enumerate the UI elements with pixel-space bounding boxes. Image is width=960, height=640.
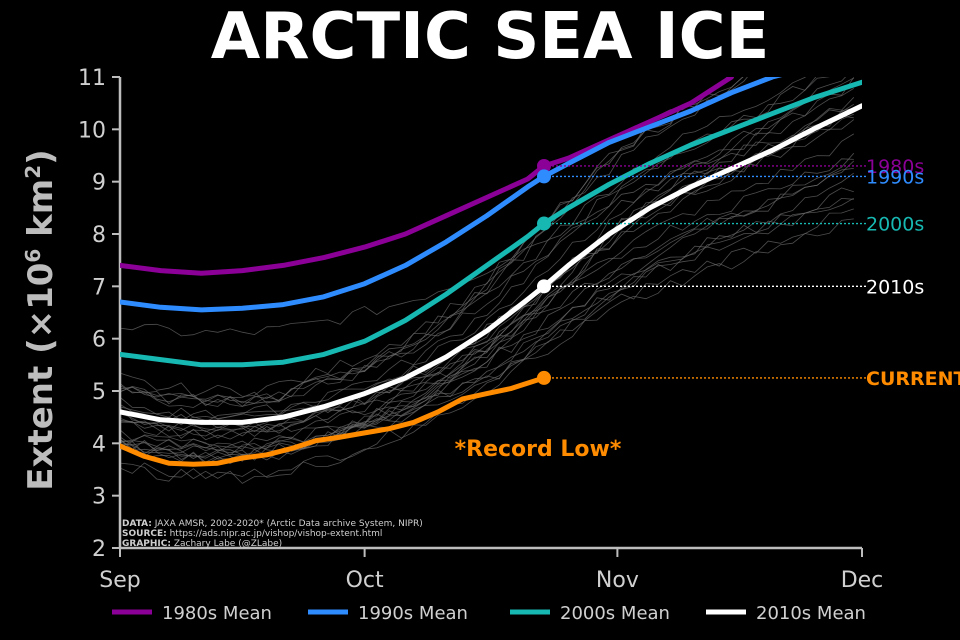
legend-label: 1980s Mean: [162, 603, 272, 624]
chart-title: ARCTIC SEA ICE: [211, 0, 770, 74]
yearly-line: [120, 115, 854, 337]
legend-label: 1990s Mean: [358, 603, 468, 624]
yearly-line: [120, 152, 855, 479]
credit-source: SOURCE: https://ads.nipr.ac.jp/vishop/vi…: [122, 529, 382, 539]
yearly-line: [120, 119, 855, 424]
legend-label: 2000s Mean: [560, 603, 670, 624]
record-low-annotation: *Record Low*: [455, 437, 622, 462]
series-line-2000s: [120, 79, 862, 368]
yearly-line: [120, 218, 854, 456]
yearly-line: [120, 197, 854, 452]
yearly-line: [120, 197, 854, 450]
right-label-2000s: 2000s: [866, 214, 924, 236]
y-tick-label: 10: [78, 118, 106, 143]
y-axis-label: Extent (×106 km2): [21, 149, 61, 490]
endpoint-marker-current: [537, 370, 551, 385]
right-label-1980s: 1980s: [866, 156, 924, 178]
right-label-1990s: 1990s: [866, 166, 924, 188]
yearly-line: [120, 77, 748, 398]
yearly-line: [120, 77, 817, 419]
x-tick-label: Sep: [99, 568, 140, 593]
series-line-current: [120, 375, 547, 467]
credits: DATA: JAXA AMSR, 2002-2020* (Arctic Data…: [122, 519, 423, 549]
yearly-line: [120, 160, 855, 437]
x-tick-label: Dec: [841, 568, 884, 593]
right-label-2010s: 2010s: [866, 276, 924, 298]
endpoint-marker-1980s: [537, 158, 551, 173]
series-line-2010s: [120, 103, 862, 425]
y-tick-label: 3: [92, 485, 106, 510]
yearly-line: [120, 187, 854, 439]
y-tick-label: 5: [92, 380, 106, 405]
y-tick-label: 9: [92, 171, 106, 196]
y-tick-label: 6: [92, 328, 106, 353]
y-tick-label: 11: [78, 66, 106, 91]
right-label-current: CURRENT: [866, 368, 960, 390]
yearly-line: [120, 158, 854, 429]
y-tick-label: 8: [92, 223, 106, 248]
legend-label: 2010s Mean: [756, 603, 866, 624]
endpoint-marker-2000s: [537, 216, 551, 231]
y-tick-label: 7: [92, 275, 106, 300]
yearly-line: [120, 77, 854, 422]
credit-graphic: GRAPHIC: Zachary Labe (@ZLabe): [122, 539, 282, 549]
axes: 2 3 4 5 6 7 8 9 10 11 Sep Oct Nov Dec: [78, 66, 883, 593]
endpoint-marker-1990s: [537, 169, 551, 184]
yearly-line: [120, 77, 806, 404]
y-tick-label: 2: [92, 537, 106, 562]
y-tick-label: 4: [92, 432, 106, 457]
series-layer: [120, 77, 862, 467]
yearly-line: [120, 88, 855, 462]
yearly-line: [120, 77, 744, 407]
yearly-lines: [120, 77, 855, 484]
series-line-1980s: [120, 77, 734, 276]
x-tick-label: Nov: [596, 568, 639, 593]
endpoint-marker-2010s: [537, 279, 551, 294]
yearly-line: [120, 77, 830, 407]
yearly-line: [120, 113, 854, 433]
series-line-1990s: [120, 77, 783, 313]
yearly-line: [120, 77, 728, 404]
x-tick-label: Oct: [346, 568, 384, 593]
legend: 1980s Mean 1990s Mean 2000s Mean 2010s Mean: [112, 603, 866, 624]
credit-data: DATA: JAXA AMSR, 2002-2020* (Arctic Data…: [122, 519, 423, 529]
